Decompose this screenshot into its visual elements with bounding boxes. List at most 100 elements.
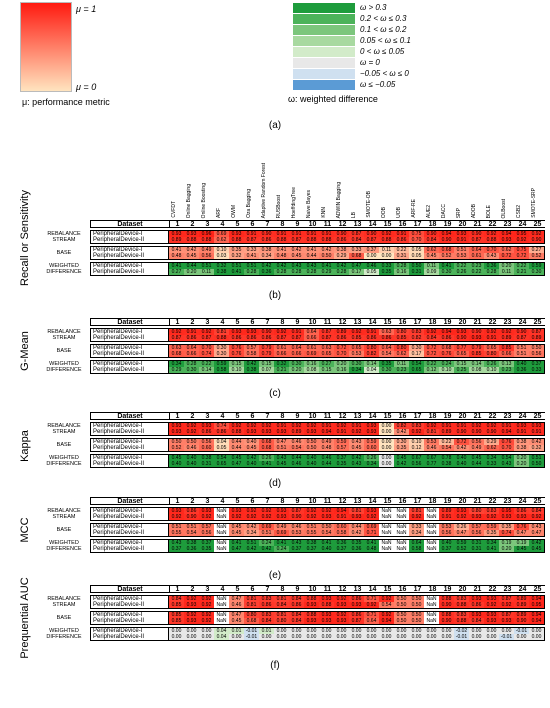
value-cell: 0.86: [184, 508, 199, 514]
value-cell: 0.45: [469, 455, 484, 461]
column-number: 21: [470, 220, 485, 228]
value-cell: 0.37: [289, 546, 304, 552]
value-cell: 0.00: [334, 628, 349, 634]
value-cell: 0.90: [259, 329, 274, 335]
value-cell: 0.86: [289, 602, 304, 608]
legend-top-label: μ = 1: [76, 4, 97, 14]
value-cell: 0.43: [349, 439, 364, 445]
value-cell: 0.41: [259, 461, 274, 467]
value-cell: 0.44: [349, 524, 364, 530]
header-row: Dataset 1 2 3 4 5 6 7 8 9 10 11 12 13 14 15 16 17 18 19 20 21…: [38, 497, 545, 505]
value-cell: 0.48: [319, 445, 334, 451]
value-cell: 0.81: [274, 596, 289, 602]
value-cell: 0.89: [499, 335, 514, 341]
column-number: 23: [500, 318, 515, 326]
column-number: 10: [305, 585, 320, 593]
column-number: 17: [410, 497, 425, 505]
value-cell: 0.66: [304, 335, 319, 341]
value-cell: 0.30: [379, 367, 394, 373]
value-cell: NaN: [424, 524, 439, 530]
value-cell: 0.92: [244, 514, 259, 520]
value-cell: 0.85: [349, 335, 364, 341]
value-cell: 0.55: [304, 530, 319, 536]
value-cell: 0.92: [199, 596, 214, 602]
value-cell: 0.66: [289, 351, 304, 357]
value-cell: 0.93: [514, 423, 529, 429]
column-number: 17: [410, 412, 425, 420]
value-cell: 0.92: [379, 596, 394, 602]
value-cell: 0.30: [289, 361, 304, 367]
group-label: BASE: [56, 250, 72, 256]
value-cell: 0.25: [454, 367, 469, 373]
value-cell: 0.85: [169, 612, 184, 618]
value-cell: 0.24: [259, 540, 274, 546]
value-cell: 0.47: [514, 530, 529, 536]
column-number: 14: [365, 318, 380, 326]
value-cell: 0.31: [469, 540, 484, 546]
value-cell: 0.30: [349, 361, 364, 367]
value-cell: 0.26: [484, 361, 499, 367]
column-number: 18: [425, 412, 440, 420]
value-cell: 0.90: [439, 602, 454, 608]
value-cell: 0.58: [214, 367, 229, 373]
value-cell: 0.43: [169, 540, 184, 546]
column-number: 24: [515, 220, 530, 228]
value-cell: 0.93: [529, 423, 544, 429]
value-cell: 0.79: [259, 345, 274, 351]
method-name: SMOTE-OB: [366, 191, 372, 218]
value-cell: 0.92: [229, 514, 244, 520]
value-cell: 0.93: [334, 618, 349, 624]
value-cell: 0.44: [229, 439, 244, 445]
column-number: 25: [530, 585, 545, 593]
value-cell: 0.00: [469, 628, 484, 634]
value-cell: 0.30: [529, 269, 544, 275]
value-cell: 0.48: [274, 253, 289, 259]
value-cell: 0.90: [454, 335, 469, 341]
value-cell: 0.23: [499, 367, 514, 373]
table-row: PeripheralDevice-II 0.29 0.30 0.14 0.58 0.10 0…: [91, 367, 544, 373]
value-cell: 0.52: [454, 546, 469, 552]
value-cell: 0.40: [304, 461, 319, 467]
value-cell: -0.01: [244, 628, 259, 634]
value-cell: 0.00: [319, 634, 334, 640]
value-cell: 0.92: [484, 329, 499, 335]
value-cell: 0.92: [259, 508, 274, 514]
value-cell: 0.37: [199, 540, 214, 546]
value-cell: 0.37: [334, 455, 349, 461]
value-cell: 0.27: [319, 361, 334, 367]
metric-title: Prequential AUC: [19, 577, 31, 659]
value-cell: 0.36: [349, 546, 364, 552]
value-cell: 0.93: [454, 508, 469, 514]
value-cell: 0.69: [274, 530, 289, 536]
device-name: PeripheralDevice-II: [91, 602, 169, 608]
value-cell: 0.51: [514, 351, 529, 357]
value-cell: 0.30: [439, 269, 454, 275]
value-cell: 0.20: [514, 455, 529, 461]
value-cell: 0.41: [274, 247, 289, 253]
value-cell: 0.92: [334, 423, 349, 429]
value-cell: 0.94: [319, 429, 334, 435]
value-cell: 0.38: [514, 439, 529, 445]
value-cell: 0.46: [424, 445, 439, 451]
value-cell: 0.37: [169, 546, 184, 552]
device-name: PeripheralDevice-II: [91, 514, 169, 520]
value-cell: 0.00: [184, 634, 199, 640]
value-cell: 0.45: [289, 253, 304, 259]
value-cell: 0.51: [244, 540, 259, 546]
value-cell: 0.40: [169, 461, 184, 467]
value-cell: 0.84: [529, 508, 544, 514]
value-cell: 0.75: [409, 231, 424, 237]
value-cell: 0.88: [454, 602, 469, 608]
legend-item-label: 0.2 < ω ≤ 0.3: [360, 14, 407, 23]
value-cell: 0.35: [484, 530, 499, 536]
value-cell: 0.33: [409, 524, 424, 530]
value-cell: 0.54: [499, 455, 514, 461]
column-number: 19: [440, 585, 455, 593]
column-number: 16: [395, 220, 410, 228]
group-label: REBALANCE STREAM: [47, 329, 81, 341]
value-cell: 0.68: [244, 618, 259, 624]
value-cell: 0.15: [319, 367, 334, 373]
value-cell: 0.77: [454, 345, 469, 351]
table-row: PeripheralDevice-II 0.93 0.92 0.86 0.86 0.88 0…: [91, 429, 544, 435]
value-cell: 0.00: [184, 628, 199, 634]
